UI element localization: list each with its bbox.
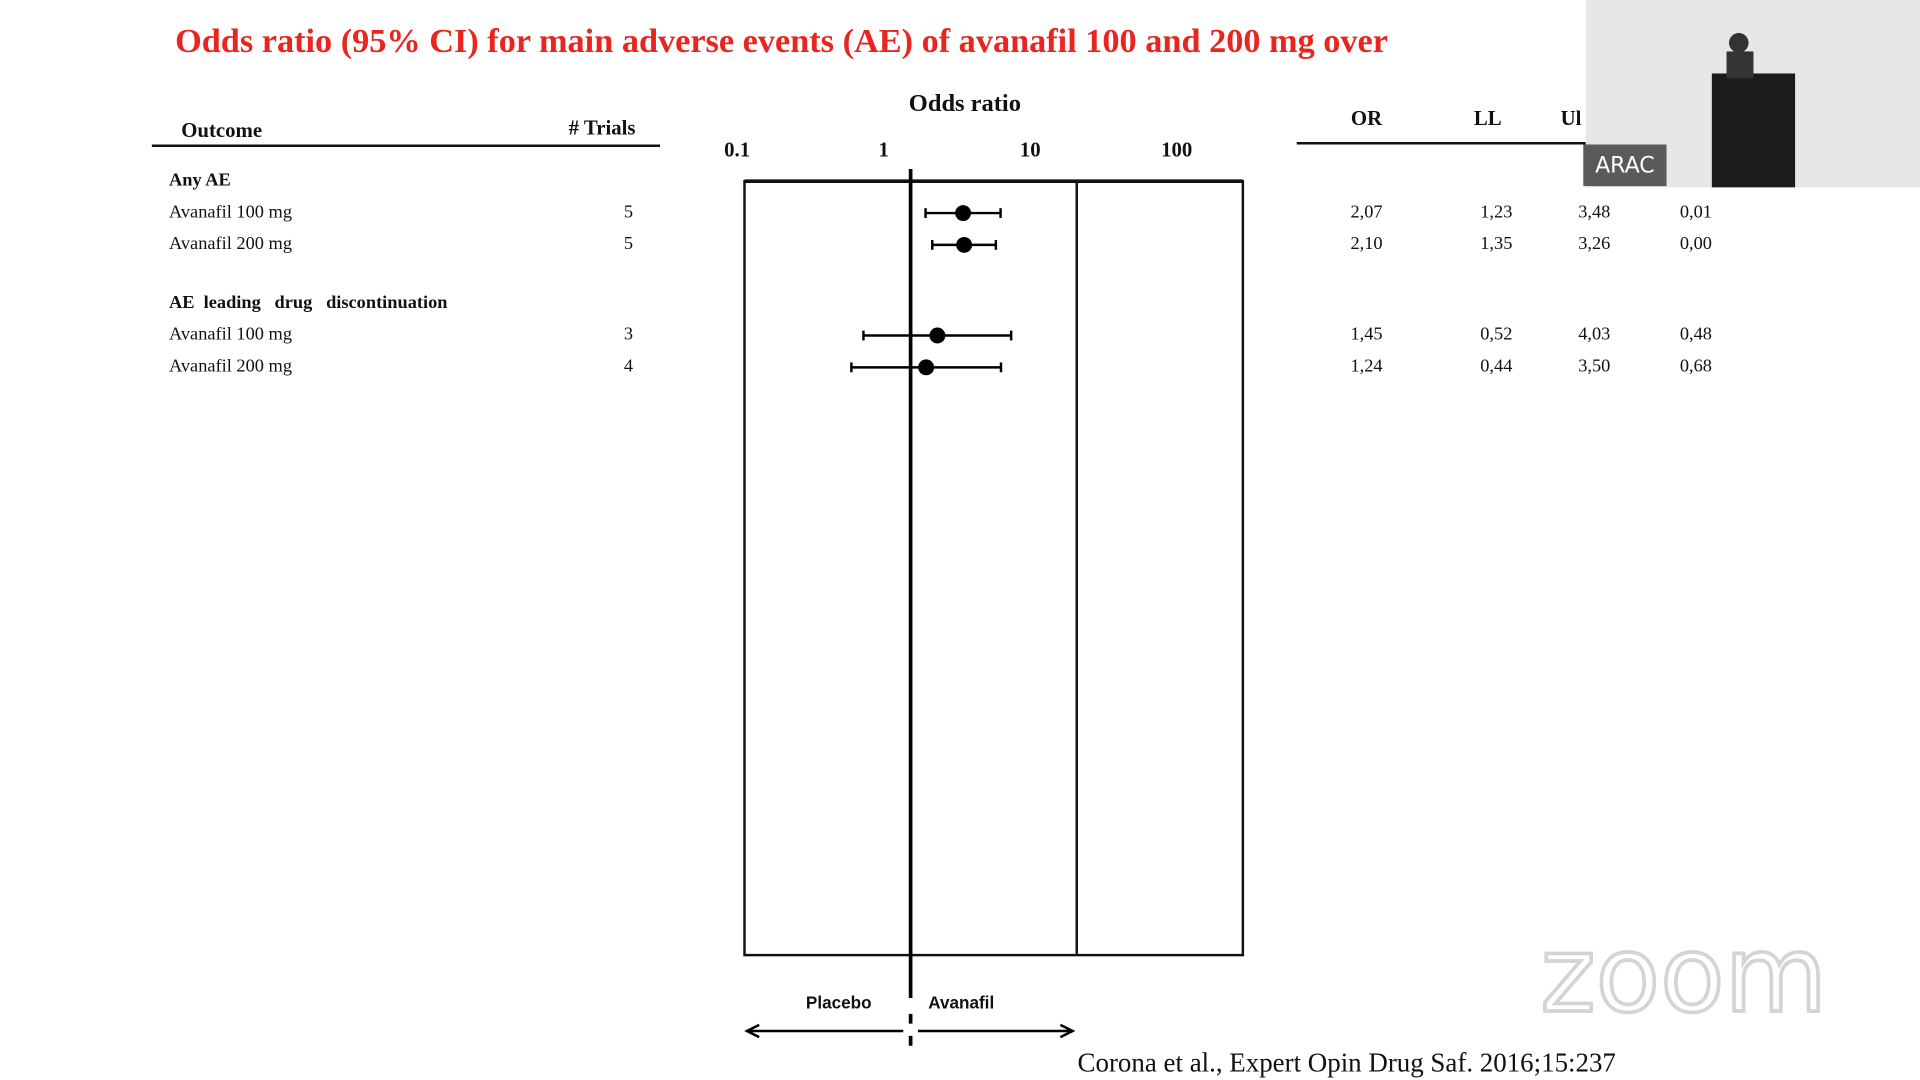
speaker — [1728, 33, 1749, 53]
citation: Corona et al., Expert Opin Drug Saf. 201… — [1078, 1047, 1616, 1077]
stat-value: 1,24 — [1350, 356, 1382, 376]
video-overlay: ARAC — [1583, 0, 1920, 188]
axis-title: Odds ratio — [909, 90, 1021, 117]
stat-value: 0,48 — [1680, 324, 1712, 344]
column-header: OR — [1351, 106, 1383, 130]
stat-value: 1,45 — [1350, 324, 1382, 344]
point-estimate — [929, 327, 946, 344]
stat-value: 3,48 — [1578, 201, 1610, 221]
trials: 3 — [624, 324, 633, 344]
stat-value: 2,07 — [1350, 201, 1382, 221]
point-estimate — [956, 236, 973, 253]
group-label: Any AE — [169, 169, 231, 189]
column-header: Outcome — [181, 118, 262, 142]
forest-plot: Outcome # Trials OR LL Ul Odds ratio 0.1 1 10 100… — [151, 90, 1712, 1056]
trials: 4 — [624, 356, 633, 376]
stat-value: 0,68 — [1680, 356, 1712, 376]
watermark: zoom — [1540, 913, 1827, 1036]
overlay-label: ARAC — [1595, 154, 1655, 179]
stat-value: 4,03 — [1578, 324, 1610, 344]
point-estimate — [918, 359, 935, 376]
trials: 5 — [624, 233, 633, 253]
group-label: AE leading drug discontinuation — [169, 292, 448, 312]
speaker — [1726, 51, 1754, 79]
stat-value: 0,52 — [1480, 324, 1512, 344]
stat-value: 3,50 — [1578, 356, 1610, 376]
stat-value: 1,23 — [1480, 201, 1512, 221]
arrow — [917, 1023, 1076, 1039]
stat-value: 1,35 — [1480, 233, 1512, 253]
row-label: Avanafil 100 mg — [169, 201, 292, 221]
column-header: LL — [1474, 106, 1502, 130]
trials: 5 — [624, 201, 633, 221]
overlay-label-box — [1583, 144, 1667, 187]
stat-value: 0,44 — [1480, 356, 1512, 376]
stat-value: 3,26 — [1578, 233, 1610, 253]
slide-title: Odds ratio (95% CI) for main adverse eve… — [175, 22, 1388, 60]
x-tick-label: 100 — [1161, 138, 1192, 162]
point-estimate — [955, 205, 972, 222]
direction-label: Avanafil — [928, 993, 994, 1013]
row-label: Avanafil 100 mg — [169, 324, 292, 344]
stat-value: 2,10 — [1350, 233, 1382, 253]
direction-label: Placebo — [806, 993, 872, 1013]
row-label: Avanafil 200 mg — [169, 356, 292, 376]
column-header: # Trials — [569, 116, 636, 140]
podium — [1711, 73, 1796, 188]
x-tick-label: 0.1 — [724, 138, 750, 162]
row-label: Avanafil 200 mg — [169, 233, 292, 253]
x-tick-label: 1 — [878, 138, 888, 162]
stat-value: 0,01 — [1680, 201, 1712, 221]
column-header: Ul — [1561, 106, 1582, 130]
x-tick-label: 10 — [1020, 138, 1041, 162]
stat-value: 0,00 — [1680, 233, 1712, 253]
arrow — [744, 1023, 904, 1039]
